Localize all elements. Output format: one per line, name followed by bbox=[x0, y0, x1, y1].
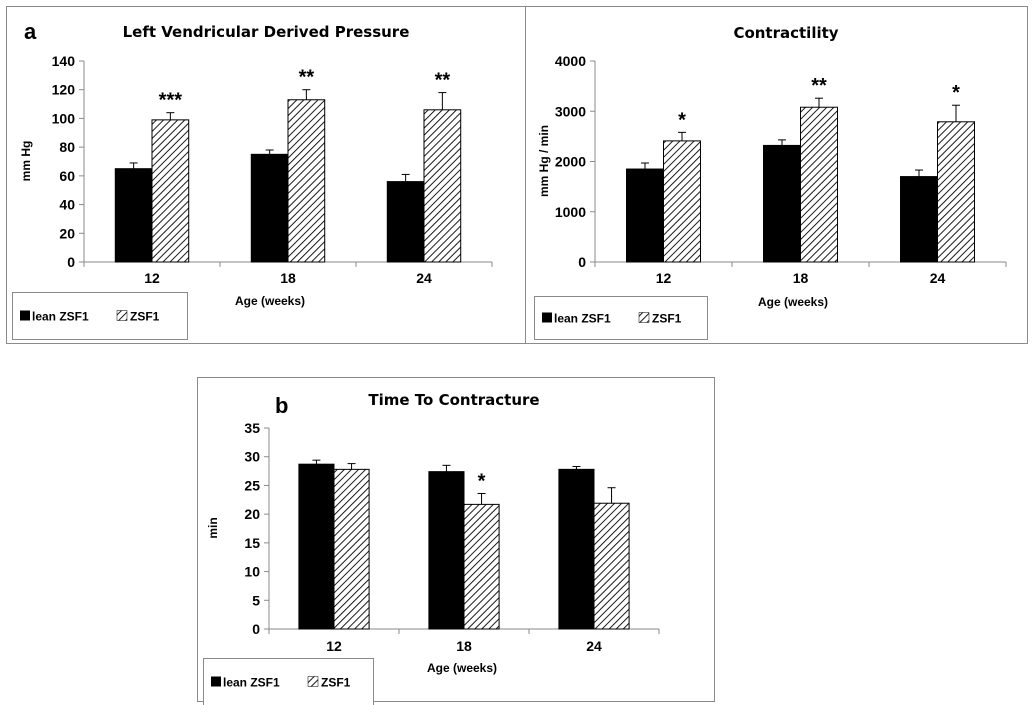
legend-swatch-zsf1 bbox=[638, 312, 650, 323]
bar-zsf1 bbox=[151, 119, 190, 263]
legend-swatch-zsf1 bbox=[116, 310, 128, 321]
x-axis-label: Age (weeks) bbox=[758, 295, 828, 309]
legend-swatch-zsf1 bbox=[307, 676, 319, 687]
chart-pressure: Left Vendricular Derived Pressure a 0 20 40 6… bbox=[12, 19, 493, 340]
y-tick-label: 80 bbox=[59, 139, 75, 155]
bar-zsf1 bbox=[800, 106, 838, 263]
bar-zsf1 bbox=[333, 468, 370, 630]
bar-lean-zsf1 bbox=[298, 463, 335, 630]
x-category-label: 24 bbox=[416, 270, 432, 286]
significance-marker: * bbox=[952, 82, 960, 104]
bar-zsf1 bbox=[423, 109, 462, 263]
significance-marker: * bbox=[478, 470, 486, 492]
bar-lean-zsf1 bbox=[114, 168, 153, 263]
legend-label-lean-zsf1: lean ZSF1 bbox=[32, 310, 89, 324]
significance-marker: * bbox=[678, 109, 686, 131]
chart-title: Time To Contracture bbox=[368, 391, 539, 409]
y-tick-label: 20 bbox=[59, 225, 75, 241]
legend-box bbox=[12, 292, 188, 340]
bar-zsf1 bbox=[593, 502, 630, 630]
significance-marker: ** bbox=[299, 67, 315, 89]
y-tick-label: 40 bbox=[59, 197, 75, 213]
legend-swatch-lean-zsf1 bbox=[20, 310, 30, 321]
bar-lean-zsf1 bbox=[250, 153, 289, 263]
bar-zsf1 bbox=[663, 140, 701, 263]
bar-lean-zsf1 bbox=[558, 468, 595, 630]
bar-lean-zsf1 bbox=[386, 181, 425, 263]
y-tick-label: 0 bbox=[578, 254, 586, 270]
y-axis-label: min bbox=[206, 517, 220, 538]
y-tick-label: 100 bbox=[52, 110, 76, 126]
legend-label-zsf1: ZSF1 bbox=[652, 312, 682, 326]
y-tick-label: 4000 bbox=[555, 53, 586, 69]
y-tick-label: 35 bbox=[244, 420, 260, 436]
bar-lean-zsf1 bbox=[900, 176, 939, 263]
y-tick-label: 1000 bbox=[555, 204, 586, 220]
chart-title: Contractility bbox=[733, 24, 838, 42]
y-tick-label: 0 bbox=[252, 621, 260, 637]
y-tick-label: 25 bbox=[244, 477, 260, 493]
x-category-label: 18 bbox=[280, 270, 296, 286]
panel-frame-contracture bbox=[197, 377, 715, 702]
panel-frame-contractility bbox=[525, 6, 1028, 344]
y-tick-label: 10 bbox=[244, 564, 260, 580]
y-tick-label: 5 bbox=[252, 592, 260, 608]
significance-marker: ** bbox=[435, 70, 451, 92]
x-axis-label: Age (weeks) bbox=[235, 294, 305, 308]
chart-title: Left Vendricular Derived Pressure bbox=[123, 23, 410, 41]
bar-zsf1 bbox=[937, 121, 975, 263]
significance-marker: ** bbox=[811, 75, 827, 97]
chart-contracture: Time To Contracture b 0 5 10 15 20 25 30 35 min Age… bbox=[203, 391, 660, 705]
legend-label-zsf1: ZSF1 bbox=[130, 310, 160, 324]
y-tick-label: 2000 bbox=[555, 154, 586, 170]
legend-label-lean-zsf1: lean ZSF1 bbox=[223, 676, 280, 690]
x-category-label: 24 bbox=[930, 270, 946, 286]
legend-label-lean-zsf1: lean ZSF1 bbox=[554, 312, 611, 326]
y-tick-label: 140 bbox=[52, 53, 76, 69]
y-tick-label: 120 bbox=[52, 82, 76, 98]
y-tick-label: 15 bbox=[244, 535, 260, 551]
chart-contractility: Contractility 0 1000 2000 3000 4000 mm Hg / mi… bbox=[534, 24, 1007, 340]
legend-swatch-lean-zsf1 bbox=[211, 676, 221, 687]
y-tick-label: 3000 bbox=[555, 103, 586, 119]
bar-lean-zsf1 bbox=[763, 144, 802, 263]
y-tick-label: 60 bbox=[59, 168, 75, 184]
bar-lean-zsf1 bbox=[428, 471, 465, 630]
y-tick-label: 0 bbox=[67, 254, 75, 270]
y-axis-label: mm Hg bbox=[19, 141, 33, 182]
significance-marker: *** bbox=[159, 90, 183, 112]
y-axis-label: mm Hg / min bbox=[537, 125, 551, 197]
legend-box bbox=[203, 658, 374, 705]
x-category-label: 18 bbox=[456, 638, 472, 654]
x-category-label: 12 bbox=[656, 270, 672, 286]
bar-lean-zsf1 bbox=[626, 168, 665, 263]
x-category-label: 12 bbox=[144, 270, 160, 286]
x-category-label: 12 bbox=[326, 638, 342, 654]
bar-zsf1 bbox=[463, 503, 500, 630]
legend-box bbox=[534, 296, 708, 340]
panel-letter: b bbox=[275, 393, 288, 418]
y-tick-label: 20 bbox=[244, 506, 260, 522]
bar-zsf1 bbox=[287, 99, 326, 263]
panel-letter: a bbox=[24, 19, 37, 44]
legend-label-zsf1: ZSF1 bbox=[321, 676, 351, 690]
x-category-label: 18 bbox=[793, 270, 809, 286]
y-tick-label: 30 bbox=[244, 449, 260, 465]
legend-swatch-lean-zsf1 bbox=[542, 312, 552, 323]
x-axis-label: Age (weeks) bbox=[427, 661, 497, 675]
x-category-label: 24 bbox=[586, 638, 602, 654]
